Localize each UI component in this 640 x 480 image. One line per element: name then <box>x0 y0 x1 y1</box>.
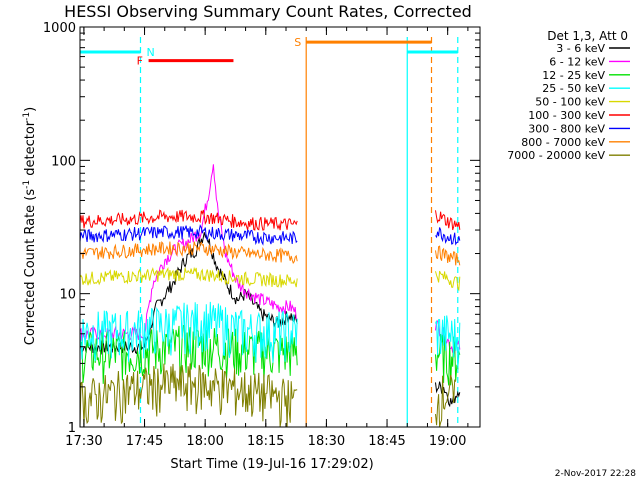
series-line <box>79 224 298 246</box>
x-tick-label: 17:30 <box>65 434 102 449</box>
y-tick-label: 1000 <box>43 21 76 36</box>
legend-entry-label: 50 - 100 keV <box>535 96 605 109</box>
x-tick-label: 18:45 <box>368 434 405 449</box>
y-axis-label: Corrected Count Rate (s-1 detector-1) <box>22 107 38 345</box>
series-line <box>79 266 298 288</box>
series-line <box>79 240 298 264</box>
x-tick-label: 18:15 <box>247 434 284 449</box>
series-line <box>79 363 298 428</box>
y-tick-label: 1 <box>68 421 76 436</box>
series-line <box>79 301 298 363</box>
generation-timestamp: 2-Nov-2017 22:28 <box>555 469 637 479</box>
series-line <box>79 209 298 231</box>
chart-title: HESSI Observing Summary Count Rates, Cor… <box>64 2 472 21</box>
legend-title: Det 1,3, Att 0 <box>547 29 628 43</box>
series-line <box>435 227 461 246</box>
x-tick-label: 17:45 <box>126 434 163 449</box>
flag-label: S <box>294 36 301 49</box>
flag-label: N <box>146 46 154 59</box>
x-axis-label: Start Time (19-Jul-16 17:29:02) <box>170 457 373 472</box>
legend-entry-label: 300 - 800 keV <box>528 122 605 135</box>
x-tick-label: 19:00 <box>429 434 466 449</box>
series-line <box>435 245 461 266</box>
x-tick-label: 18:00 <box>186 434 223 449</box>
series-line <box>435 210 461 231</box>
legend-entry-label: 6 - 12 keV <box>549 55 605 68</box>
series-line <box>435 315 461 369</box>
y-tick-label: 10 <box>59 288 76 303</box>
y-tick-label: 100 <box>51 154 76 169</box>
x-tick-label: 18:30 <box>308 434 345 449</box>
legend-entry-label: 100 - 300 keV <box>528 109 605 122</box>
flag-label: F <box>137 55 143 68</box>
legend-entry-label: 12 - 25 keV <box>542 69 605 82</box>
plot-frame <box>79 26 481 428</box>
series-line <box>435 270 461 292</box>
legend-entry-label: 800 - 7000 keV <box>521 136 605 149</box>
legend-entry-label: 7000 - 20000 keV <box>507 149 605 162</box>
legend-entry-label: 25 - 50 keV <box>542 82 605 95</box>
series-line <box>435 374 457 428</box>
legend-entry-label: 3 - 6 keV <box>556 42 605 55</box>
